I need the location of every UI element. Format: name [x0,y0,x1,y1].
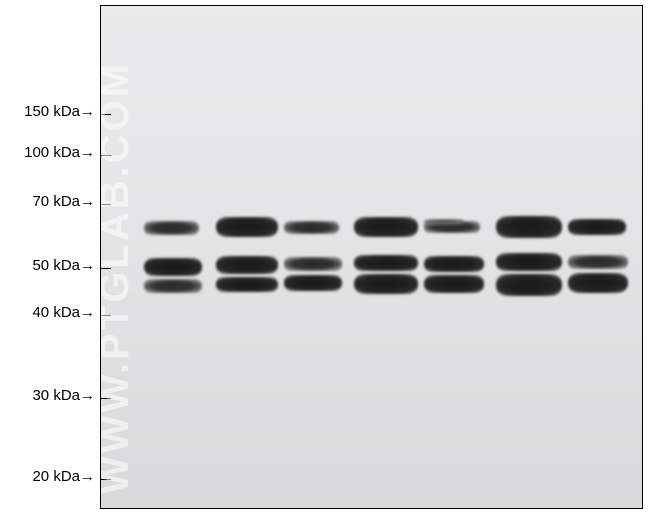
marker-tick [101,315,111,316]
marker-label: 70 kDa→ [32,193,95,210]
blot-band [424,219,464,225]
marker-label: 30 kDa→ [32,387,95,404]
blot-band [354,217,418,237]
blot-band [144,258,202,276]
blot-band [284,275,342,291]
marker-label: 50 kDa→ [32,257,95,274]
blot-band [144,221,199,235]
blot-band [144,279,202,293]
marker-label: 20 kDa→ [32,468,95,485]
blot-band [496,216,562,238]
blot-band [568,219,626,235]
blot-band [216,217,278,237]
blot-band [354,274,418,294]
blot-band [424,256,484,272]
blot-band [284,221,339,234]
blot-band [568,273,628,293]
blot-band [284,257,342,271]
marker-tick [101,479,111,480]
blot-membrane: WWW.PTGLAB.COM [100,5,643,509]
blot-band [496,274,562,296]
marker-tick [101,204,111,205]
blot-band [216,277,278,292]
marker-label: 150 kDa→ [24,103,95,120]
marker-tick [101,114,111,115]
marker-label: 40 kDa→ [32,304,95,321]
blot-band [496,253,562,271]
figure-container: 150 kDa→ 100 kDa→ 70 kDa→ 50 kDa→ 40 kDa→ 30 … [0,0,650,515]
marker-tick [101,268,111,269]
blot-band [568,255,628,269]
marker-tick [101,398,111,399]
blot-band [354,255,418,271]
watermark-text: WWW.PTGLAB.COM [100,61,138,494]
blot-band [216,256,278,274]
marker-tick [101,155,111,156]
marker-label: 100 kDa→ [24,144,95,161]
blot-band [424,275,484,293]
